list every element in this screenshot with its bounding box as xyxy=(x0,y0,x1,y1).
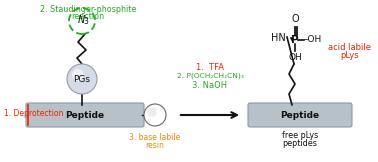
Text: –OH: –OH xyxy=(304,35,322,45)
Circle shape xyxy=(72,69,84,81)
Text: 1.  TFA: 1. TFA xyxy=(196,63,224,71)
Text: 2. Staudinger-phosphite: 2. Staudinger-phosphite xyxy=(40,5,136,14)
Text: 2. P(OCH₂CH₂CN)₃: 2. P(OCH₂CH₂CN)₃ xyxy=(177,73,243,79)
Text: Peptide: Peptide xyxy=(280,110,319,120)
Text: resin: resin xyxy=(146,141,164,150)
Text: Peptide: Peptide xyxy=(65,110,105,120)
Text: OH: OH xyxy=(288,53,302,62)
FancyBboxPatch shape xyxy=(248,103,352,127)
Text: peptides: peptides xyxy=(283,139,318,149)
Text: reaction: reaction xyxy=(71,12,105,21)
Text: 1. Deprotection: 1. Deprotection xyxy=(4,109,64,117)
Text: pLys: pLys xyxy=(341,51,359,59)
Circle shape xyxy=(67,64,97,94)
Text: O: O xyxy=(291,14,299,24)
Text: N: N xyxy=(77,15,85,25)
FancyBboxPatch shape xyxy=(26,103,144,127)
Text: PGs: PGs xyxy=(73,75,90,83)
Text: acid labile: acid labile xyxy=(328,42,372,52)
Text: free pLys: free pLys xyxy=(282,132,318,140)
Circle shape xyxy=(69,8,95,34)
Text: 3: 3 xyxy=(83,17,88,27)
Text: 3. NaOH: 3. NaOH xyxy=(192,81,228,89)
Circle shape xyxy=(147,107,157,117)
Text: 3. base labile: 3. base labile xyxy=(129,133,181,143)
Text: HN: HN xyxy=(271,33,286,43)
Circle shape xyxy=(144,104,166,126)
Text: P: P xyxy=(291,35,299,45)
